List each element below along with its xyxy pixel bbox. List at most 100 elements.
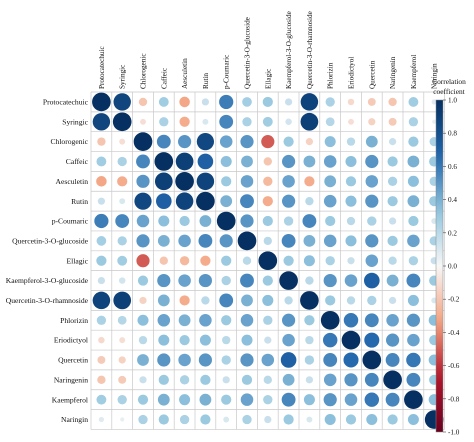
corr-cell-14-4 xyxy=(179,375,190,385)
corr-cell-10-6 xyxy=(219,293,234,308)
row-label-15: Kaempferol xyxy=(52,395,88,404)
corr-cell-7-4 xyxy=(178,234,191,248)
corr-cell-12-2 xyxy=(138,335,148,345)
corr-cell-2-4 xyxy=(178,135,192,149)
row-label-9: Kaempferol-3-O-glucoside xyxy=(6,276,89,285)
corr-cell-6-2 xyxy=(136,214,150,228)
corr-cell-1-11 xyxy=(325,117,335,127)
corr-cell-2-10 xyxy=(305,138,314,146)
row-label-14: Naringenin xyxy=(54,375,88,384)
corr-cell-0-1 xyxy=(113,93,131,111)
corr-cell-8-14 xyxy=(388,256,397,265)
corr-cell-9-12 xyxy=(344,274,358,287)
corr-cell-10-5 xyxy=(201,296,210,305)
corr-cell-0-8 xyxy=(262,96,273,108)
corr-cell-16-5 xyxy=(200,414,211,425)
corr-cell-16-0 xyxy=(98,416,105,423)
corr-cell-11-4 xyxy=(178,314,191,327)
corr-cell-14-3 xyxy=(158,374,169,385)
colorbar-tick-label-7: -0.4 xyxy=(448,329,460,337)
corr-cell-2-1 xyxy=(119,138,126,145)
corr-cell-16-8 xyxy=(264,415,272,424)
corr-cell-7-9 xyxy=(281,233,296,248)
corr-cell-3-11 xyxy=(323,155,337,168)
corr-cell-6-16 xyxy=(431,218,438,224)
row-label-5: Rutin xyxy=(71,197,88,206)
corr-cell-8-7 xyxy=(242,256,252,265)
corr-cell-8-12 xyxy=(347,257,355,265)
corr-cell-10-14 xyxy=(388,296,397,305)
corr-cell-11-14 xyxy=(386,314,399,327)
corr-cell-1-4 xyxy=(179,116,190,127)
corr-cell-16-10 xyxy=(306,416,313,423)
corr-cell-3-2 xyxy=(136,154,150,169)
corr-cell-13-13 xyxy=(362,350,382,370)
corr-cell-7-12 xyxy=(345,235,357,247)
row-label-13: Quercetin xyxy=(58,356,88,365)
corr-cell-16-6 xyxy=(223,416,230,423)
corr-cell-10-15 xyxy=(407,294,419,306)
colorbar-title-line-2: coefficient xyxy=(433,87,465,96)
corr-cell-9-5 xyxy=(198,273,212,288)
corr-cell-8-4 xyxy=(179,256,190,266)
corr-cell-14-12 xyxy=(344,373,358,387)
corr-cell-7-5 xyxy=(198,233,213,248)
corr-cell-5-5 xyxy=(196,191,215,211)
corr-cell-15-11 xyxy=(323,393,337,407)
corr-cell-9-4 xyxy=(178,274,191,287)
corr-cell-2-12 xyxy=(346,137,356,146)
corr-cell-0-3 xyxy=(158,96,169,107)
corr-cell-14-8 xyxy=(263,375,272,384)
corr-cell-15-3 xyxy=(157,393,170,406)
matrix-grid xyxy=(90,91,445,430)
corr-cell-12-13 xyxy=(364,332,380,348)
corr-cell-4-5 xyxy=(196,172,215,191)
corr-cell-6-0 xyxy=(94,213,109,229)
colorbar-tick-label-8: -0.6 xyxy=(448,362,460,370)
corr-cell-7-7 xyxy=(237,231,257,251)
corr-cell-9-3 xyxy=(157,273,171,288)
colorbar-tick-label-6: -0.2 xyxy=(448,296,460,304)
corr-cell-5-7 xyxy=(240,194,254,209)
corr-cell-3-9 xyxy=(282,154,296,169)
corr-cell-6-15 xyxy=(408,215,419,227)
corr-cell-11-11 xyxy=(320,310,340,330)
corr-cell-1-12 xyxy=(348,118,354,125)
column-label-10: Quercetin-3-O-rhamnoside xyxy=(306,11,314,89)
corr-cell-5-1 xyxy=(119,198,126,205)
corr-cell-0-6 xyxy=(219,94,234,110)
corr-cell-16-7 xyxy=(242,414,252,425)
corr-cell-12-10 xyxy=(305,335,314,345)
corr-cell-15-14 xyxy=(385,392,400,407)
corr-cell-14-13 xyxy=(364,372,379,387)
column-label-5: Rutin xyxy=(202,73,210,89)
corr-cell-1-2 xyxy=(140,118,146,125)
corr-cell-16-12 xyxy=(345,414,357,425)
corr-cell-0-10 xyxy=(300,93,319,111)
corr-cell-6-9 xyxy=(283,216,294,226)
corr-cell-14-15 xyxy=(406,372,421,387)
corr-cell-3-8 xyxy=(263,157,272,166)
corr-cell-4-8 xyxy=(263,176,273,186)
corr-cell-11-9 xyxy=(282,313,296,327)
row-label-12: Eriodictyol xyxy=(54,336,88,345)
corr-cell-16-15 xyxy=(407,414,419,426)
corr-cell-7-2 xyxy=(136,234,150,248)
corr-cell-15-0 xyxy=(96,394,107,405)
corr-cell-4-4 xyxy=(175,171,194,191)
corr-cell-15-8 xyxy=(263,395,273,405)
corr-cell-1-9 xyxy=(285,118,292,126)
corr-cell-7-1 xyxy=(117,236,127,246)
corr-cell-8-1 xyxy=(117,255,128,266)
corr-cell-7-10 xyxy=(303,234,316,247)
corr-cell-10-0 xyxy=(92,291,111,310)
row-label-1: Syringic xyxy=(62,117,88,126)
row-label-10: Quercetin-3-O-rhamnoside xyxy=(6,296,89,305)
corr-cell-11-1 xyxy=(117,315,127,325)
corr-cell-0-12 xyxy=(347,98,355,106)
corr-cell-14-11 xyxy=(323,373,337,387)
corr-cell-7-11 xyxy=(323,234,337,248)
corr-cell-6-4 xyxy=(179,215,190,227)
corr-cell-11-2 xyxy=(137,314,149,326)
